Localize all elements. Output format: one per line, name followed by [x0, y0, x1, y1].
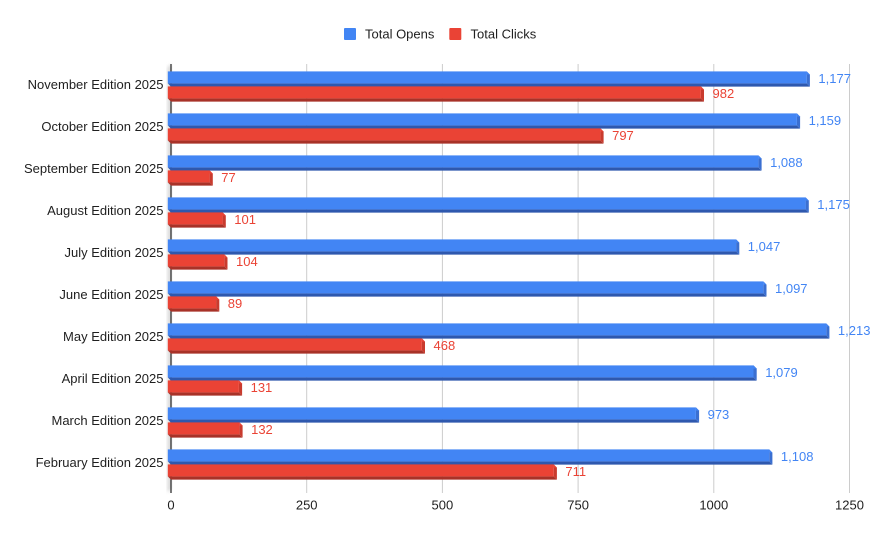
svg-text:104: 104: [236, 254, 258, 269]
svg-text:July Edition 2025: July Edition 2025: [64, 245, 163, 260]
svg-text:982: 982: [713, 86, 735, 101]
svg-text:November Edition 2025: November Edition 2025: [28, 77, 164, 92]
svg-text:1,175: 1,175: [817, 197, 850, 212]
svg-text:1,079: 1,079: [765, 365, 798, 380]
svg-text:1,108: 1,108: [781, 449, 814, 464]
svg-text:0: 0: [167, 498, 174, 513]
svg-text:August Edition 2025: August Edition 2025: [47, 203, 163, 218]
svg-text:1250: 1250: [835, 498, 864, 513]
svg-text:1,047: 1,047: [748, 239, 781, 254]
svg-text:1000: 1000: [699, 498, 728, 513]
svg-text:1,213: 1,213: [838, 323, 871, 338]
svg-text:1,088: 1,088: [770, 155, 803, 170]
svg-text:Total Clicks: Total Clicks: [471, 26, 537, 41]
svg-text:89: 89: [228, 296, 242, 311]
svg-text:101: 101: [234, 212, 256, 227]
svg-text:500: 500: [432, 498, 454, 513]
svg-text:September Edition 2025: September Edition 2025: [24, 161, 163, 176]
svg-text:711: 711: [565, 464, 586, 479]
svg-text:250: 250: [296, 498, 318, 513]
svg-text:April Edition 2025: April Edition 2025: [62, 371, 164, 386]
svg-text:February Edition 2025: February Edition 2025: [36, 455, 164, 470]
svg-text:468: 468: [434, 338, 456, 353]
svg-text:October Edition 2025: October Edition 2025: [41, 119, 163, 134]
svg-text:132: 132: [251, 422, 273, 437]
svg-text:973: 973: [708, 407, 730, 422]
svg-text:Total Opens: Total Opens: [365, 26, 435, 41]
svg-text:June Edition 2025: June Edition 2025: [59, 287, 163, 302]
svg-text:1,097: 1,097: [775, 281, 808, 296]
svg-text:March Edition 2025: March Edition 2025: [51, 413, 163, 428]
svg-text:May Edition 2025: May Edition 2025: [63, 329, 163, 344]
svg-text:1,177: 1,177: [818, 71, 851, 86]
svg-text:77: 77: [221, 170, 235, 185]
svg-text:131: 131: [251, 380, 273, 395]
svg-text:1,159: 1,159: [809, 113, 842, 128]
svg-text:797: 797: [612, 128, 634, 143]
svg-text:750: 750: [567, 498, 589, 513]
